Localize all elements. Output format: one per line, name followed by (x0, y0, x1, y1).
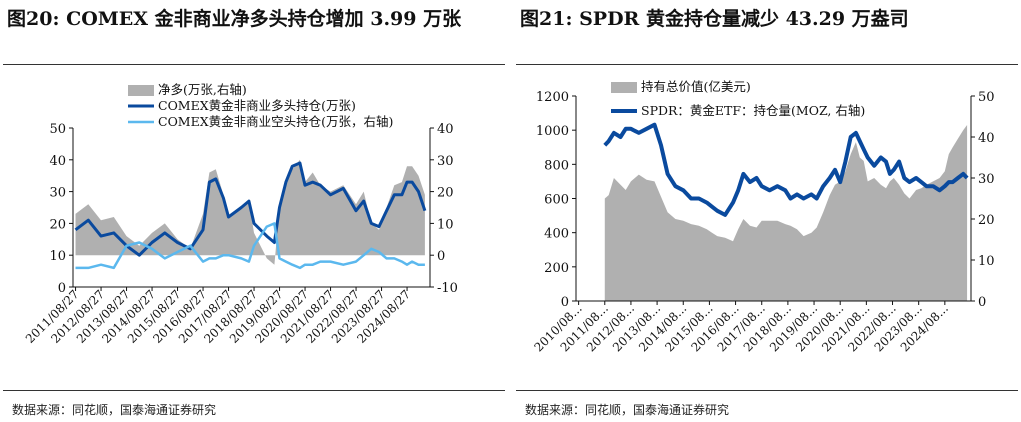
y-tick-label-right: 10 (978, 254, 995, 269)
y-tick-label-right: 40 (978, 131, 995, 146)
y-tick-label-left: 0 (58, 281, 66, 296)
legend-label: COMEX黄金非商业空头持仓(万张，右轴) (158, 114, 393, 129)
chart-left: 01020304050-100102030402011/08/272012/08… (23, 82, 458, 346)
y-tick-label-left: 10 (49, 249, 66, 264)
chart-panel-left: 图20: COMEX 金非商业净多头持仓增加 3.99 万张 0 10 20 30 40… (0, 0, 508, 422)
series-area-0 (604, 125, 968, 301)
y-tick-label-left: 1200 (536, 90, 569, 105)
y-tick-label-left: 1000 (536, 124, 569, 139)
chart-panel-right: 图21: SPDR 黄金持仓量减少 43.29 万盎司 0 200 400 600 80… (513, 0, 1021, 422)
y-tick-label-left: 50 (49, 122, 66, 137)
y-tick-label-right: 20 (978, 213, 995, 228)
legend-label: COMEX黄金非商业多头持仓(万张) (158, 98, 356, 113)
chart-title-right: 图21: SPDR 黄金持仓量减少 43.29 万盎司 (520, 8, 909, 30)
y-tick-label-right: 30 (978, 172, 995, 187)
y-tick-label-left: 20 (49, 217, 66, 232)
title-divider-right (516, 64, 1018, 65)
y-tick-label-right: -10 (437, 281, 458, 296)
source-note-right: 数据来源：同花顺，国泰海通证券研究 (525, 403, 730, 417)
y-tick-label-right: 30 (437, 154, 454, 169)
legend-label: SPDR：黄金ETF：持仓量(MOZ, 右轴) (641, 103, 865, 118)
y-tick-label-left: 0 (561, 295, 569, 310)
legend-swatch-area (611, 82, 637, 93)
y-tick-label-right: 40 (437, 122, 454, 137)
chart-right: 020040060080010001200010203040502010/08.… (531, 79, 995, 354)
y-tick-label-right: 50 (978, 90, 995, 105)
legend-swatch-area (128, 85, 154, 96)
y-tick-label-left: 400 (544, 227, 569, 242)
source-note-left: 数据来源：同花顺，国泰海通证券研究 (12, 403, 217, 417)
chart-title-left: 图20: COMEX 金非商业净多头持仓增加 3.99 万张 (7, 8, 462, 30)
title-divider-left (3, 64, 505, 65)
series-line-1 (74, 161, 427, 257)
y-tick-label-left: 30 (49, 186, 66, 201)
y-tick-label-right: 10 (437, 217, 454, 232)
legend-label: 净多(万张,右轴) (158, 82, 247, 97)
series-line-1 (603, 122, 969, 217)
source-divider-left (3, 390, 505, 391)
y-tick-label-right: 0 (978, 295, 986, 310)
y-tick-label-left: 200 (544, 261, 569, 276)
y-tick-label-left: 800 (544, 158, 569, 173)
y-tick-label-right: 20 (437, 186, 454, 201)
y-tick-label-left: 600 (544, 193, 569, 208)
series-line-2 (75, 222, 425, 270)
legend-label: 持有总价值(亿美元) (641, 79, 751, 94)
y-tick-label-right: 0 (437, 249, 445, 264)
y-tick-label-left: 40 (49, 154, 66, 169)
source-divider-right (516, 390, 1018, 391)
